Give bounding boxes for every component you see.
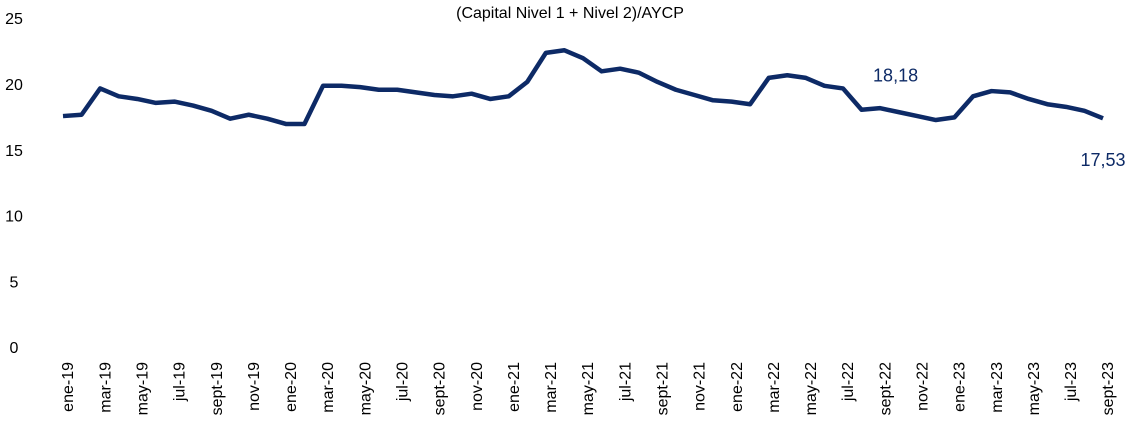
- x-tick-label: mar-19: [97, 362, 114, 413]
- x-tick-label: may-21: [580, 362, 597, 415]
- x-tick-label: sept-22: [877, 362, 894, 415]
- x-tick-label: ene-21: [506, 362, 523, 412]
- x-tick-label: jul-23: [1063, 362, 1080, 402]
- y-tick-label: 10: [5, 209, 23, 226]
- x-tick-label: sept-19: [209, 362, 226, 415]
- chart-title: (Capital Nivel 1 + Nivel 2)/AYCP: [456, 5, 684, 22]
- y-tick-label: 25: [5, 11, 23, 28]
- y-tick-label: 0: [10, 340, 19, 357]
- y-tick-label: 15: [5, 143, 23, 160]
- x-tick-label: sept-23: [1100, 362, 1117, 415]
- x-tick-label: nov-21: [692, 362, 709, 411]
- x-tick-label: mar-21: [543, 362, 560, 413]
- x-tick-label: mar-20: [320, 362, 337, 413]
- x-tick-label: jul-22: [840, 362, 857, 402]
- x-tick-label: may-22: [803, 362, 820, 415]
- x-tick-label: sept-21: [655, 362, 672, 415]
- x-tick-label: may-23: [1026, 362, 1043, 415]
- value-label: 18,18: [873, 66, 918, 86]
- x-tick-label: jul-21: [617, 362, 634, 402]
- x-tick-label: ene-23: [952, 362, 969, 412]
- y-tick-label: 20: [5, 77, 23, 94]
- x-tick-label: nov-22: [915, 362, 932, 411]
- x-tick-label: mar-23: [989, 362, 1006, 413]
- x-tick-label: ene-20: [283, 362, 300, 412]
- x-tick-label: ene-19: [60, 362, 77, 412]
- line: [62, 48, 1104, 127]
- x-tick-label: nov-20: [469, 362, 486, 411]
- x-tick-label: jul-19: [172, 362, 189, 402]
- value-label: 17,53: [1080, 150, 1125, 170]
- x-tick-label: sept-20: [432, 362, 449, 415]
- x-tick-label: nov-19: [246, 362, 263, 411]
- x-tick-label: mar-22: [766, 362, 783, 413]
- x-tick-label: jul-20: [395, 362, 412, 402]
- y-tick-label: 5: [10, 274, 19, 291]
- x-tick-label: ene-22: [729, 362, 746, 412]
- x-tick-label: may-20: [357, 362, 374, 415]
- x-tick-label: may-19: [135, 362, 152, 415]
